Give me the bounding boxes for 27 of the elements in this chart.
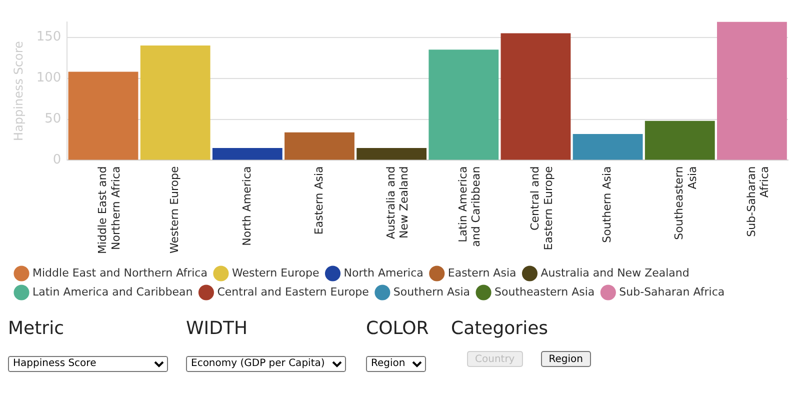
text: WIDTH: [186, 318, 248, 339]
x-tick-label: Eastern Asia: [312, 166, 326, 235]
x-tick-label: Southeastern Asia: [672, 166, 699, 240]
x-tick-label: Western Europe: [168, 166, 182, 254]
x-tick-label: Middle East and Northern Africa: [96, 166, 122, 254]
legend-label: Latin America and Caribbean: [32, 285, 193, 298]
legend-label: Sub-Saharan Africa: [619, 285, 725, 298]
legend-label: Central and Eastern Europe: [217, 285, 370, 298]
x-tick-label: Sub-Saharan Africa: [744, 166, 772, 237]
text: Categories: [451, 318, 550, 339]
text: Metric: [8, 318, 65, 339]
text: Region: [366, 356, 426, 372]
text: Happiness Score: [8, 356, 168, 372]
x-tick-label: Australia and New Zealand: [384, 166, 411, 240]
x-tick-label: Latin America and Caribbean: [456, 166, 483, 247]
legend-label: North America: [344, 266, 424, 280]
text: Region: [540, 351, 591, 367]
x-tick-label: North America: [240, 166, 254, 246]
legend-label: Southern Asia: [393, 285, 470, 298]
legend-label: Southeastern Asia: [494, 285, 595, 298]
text: Economy (GDP per Capita): [186, 356, 346, 372]
text: COLOR: [366, 318, 430, 339]
legend-label: Eastern Asia: [448, 266, 516, 280]
legend-label: Australia and New Zealand: [540, 266, 690, 280]
legend-label: Middle East and Northern Africa: [32, 266, 208, 280]
legend-label: Western Europe: [232, 266, 320, 280]
x-tick-label: Southern Asia: [600, 166, 614, 243]
